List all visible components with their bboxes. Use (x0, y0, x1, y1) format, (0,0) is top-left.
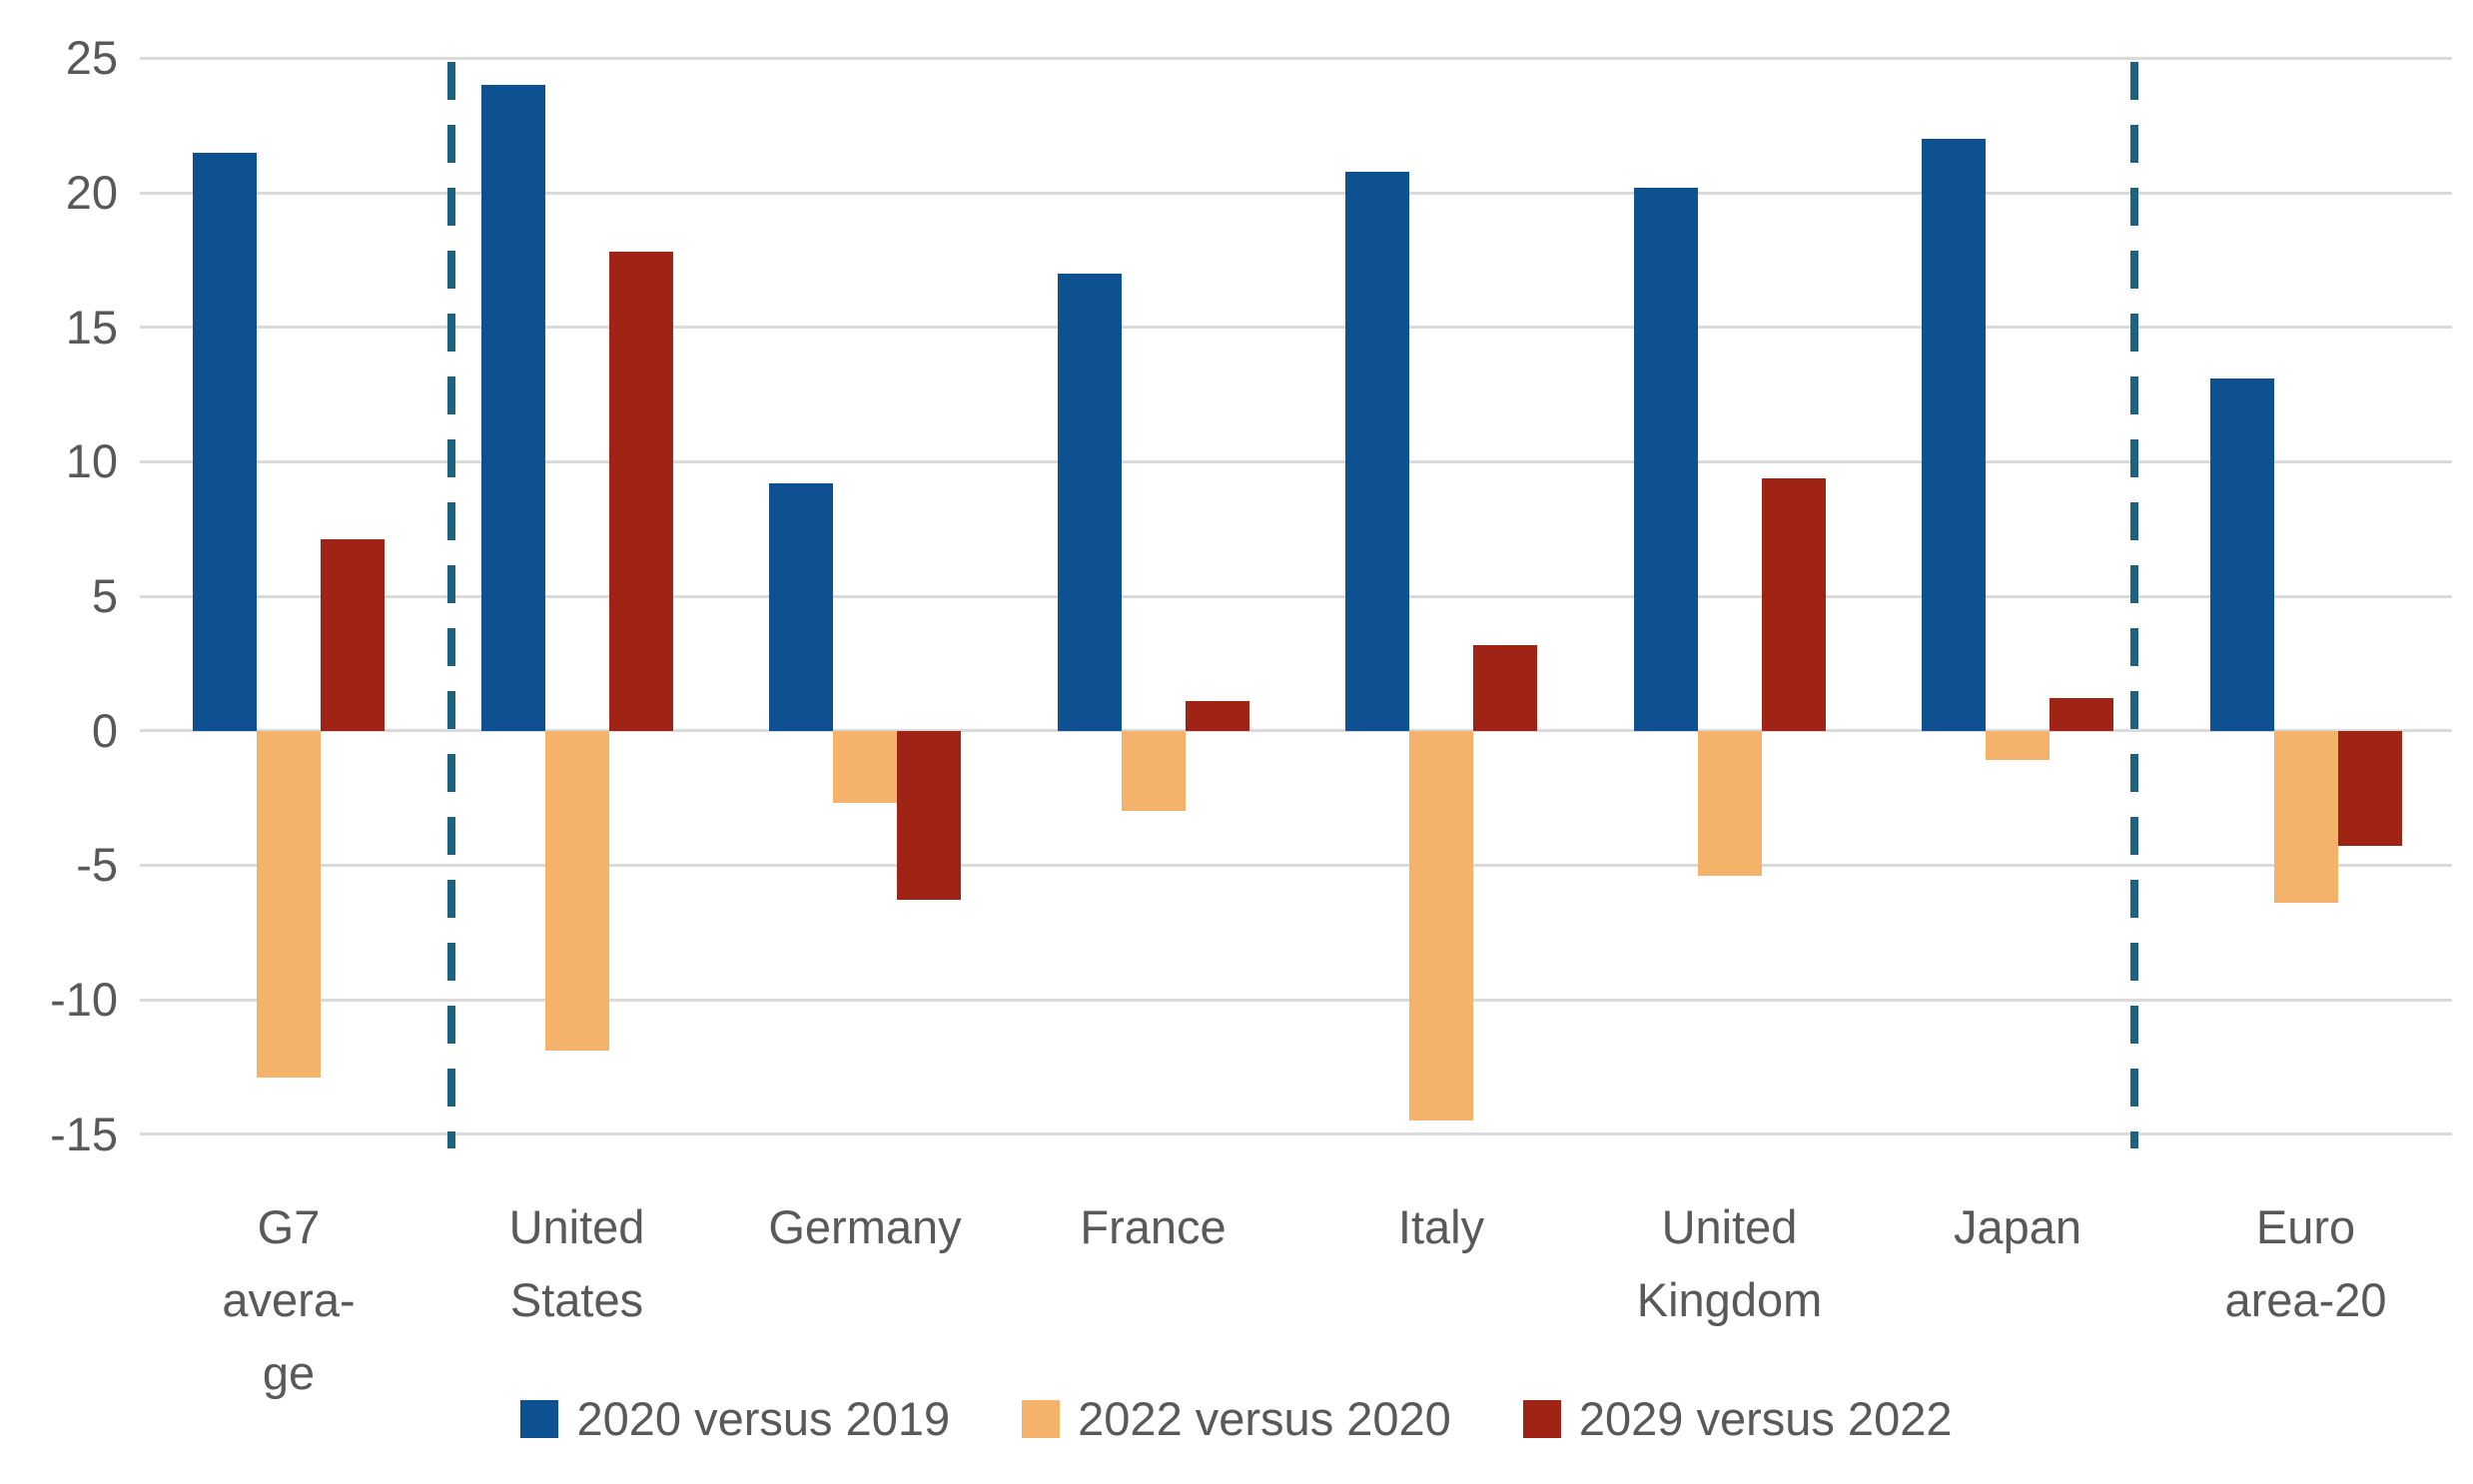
y-tick-label: -10 (50, 973, 118, 1026)
legend-label: 2029 versus 2022 (1578, 1392, 1953, 1445)
y-tick-label: 10 (65, 434, 118, 488)
legend-swatch (1022, 1400, 1061, 1438)
bar (833, 730, 897, 804)
dashed-separator-line (447, 62, 455, 1148)
bar (2209, 377, 2274, 731)
bar (897, 730, 961, 901)
y-tick-label: 0 (91, 703, 118, 757)
gridline (140, 191, 2452, 195)
gridline (140, 594, 2452, 598)
bar (1986, 730, 2050, 761)
gridline (140, 998, 2452, 1002)
gridline (140, 1132, 2452, 1136)
bar (608, 252, 673, 731)
bar (2050, 698, 2113, 731)
y-tick-label: 20 (65, 166, 118, 220)
gridline (140, 459, 2452, 463)
bar (1345, 171, 1409, 731)
y-tick-label: -15 (50, 1107, 118, 1160)
bar (1697, 730, 1762, 877)
bar (480, 85, 545, 731)
legend-swatch (520, 1400, 559, 1438)
y-tick-label: 25 (65, 31, 118, 85)
legend-item: 2020 versus 2019 (520, 1394, 950, 1444)
bar (1473, 644, 1537, 731)
bar (769, 482, 833, 731)
bar (1633, 187, 1698, 731)
category-label: United Kingdom (1636, 1200, 1823, 1326)
gridline (140, 863, 2452, 867)
category-label: Germany (768, 1200, 962, 1253)
legend-item: 2022 versus 2020 (1022, 1394, 1451, 1444)
legend-swatch (1522, 1400, 1561, 1438)
bar (321, 539, 385, 731)
legend-label: 2020 versus 2019 (576, 1392, 951, 1445)
bar (1121, 730, 1186, 812)
y-tick-label: 15 (65, 300, 118, 354)
bar (1409, 730, 1473, 1121)
bar (1761, 477, 1826, 731)
legend-label: 2022 versus 2020 (1078, 1392, 1451, 1445)
category-label: G7 avera-ge (222, 1200, 356, 1399)
bar (1185, 701, 1249, 731)
category-label: Japan (1953, 1200, 2082, 1253)
category-label: Euro area-20 (2224, 1200, 2387, 1326)
category-label: Italy (1397, 1200, 1485, 1253)
bar (193, 152, 257, 731)
gridline (140, 326, 2452, 330)
legend-item: 2029 versus 2022 (1522, 1392, 1953, 1445)
gridline (140, 56, 2452, 60)
bar (1057, 273, 1122, 731)
y-tick-label: -5 (76, 838, 118, 892)
bar (1922, 139, 1986, 731)
y-tick-label: 5 (91, 569, 118, 623)
category-label: United States (508, 1200, 645, 1326)
gridline (140, 729, 2452, 733)
dashed-separator-line (2130, 62, 2138, 1148)
bar (257, 730, 321, 1079)
chart-legend: 2020 versus 2019 2022 versus 2020 2029 ver… (0, 1394, 2473, 1444)
category-label: France (1080, 1200, 1227, 1253)
bar (2337, 730, 2402, 847)
bar (544, 730, 609, 1052)
bar (2273, 730, 2338, 904)
